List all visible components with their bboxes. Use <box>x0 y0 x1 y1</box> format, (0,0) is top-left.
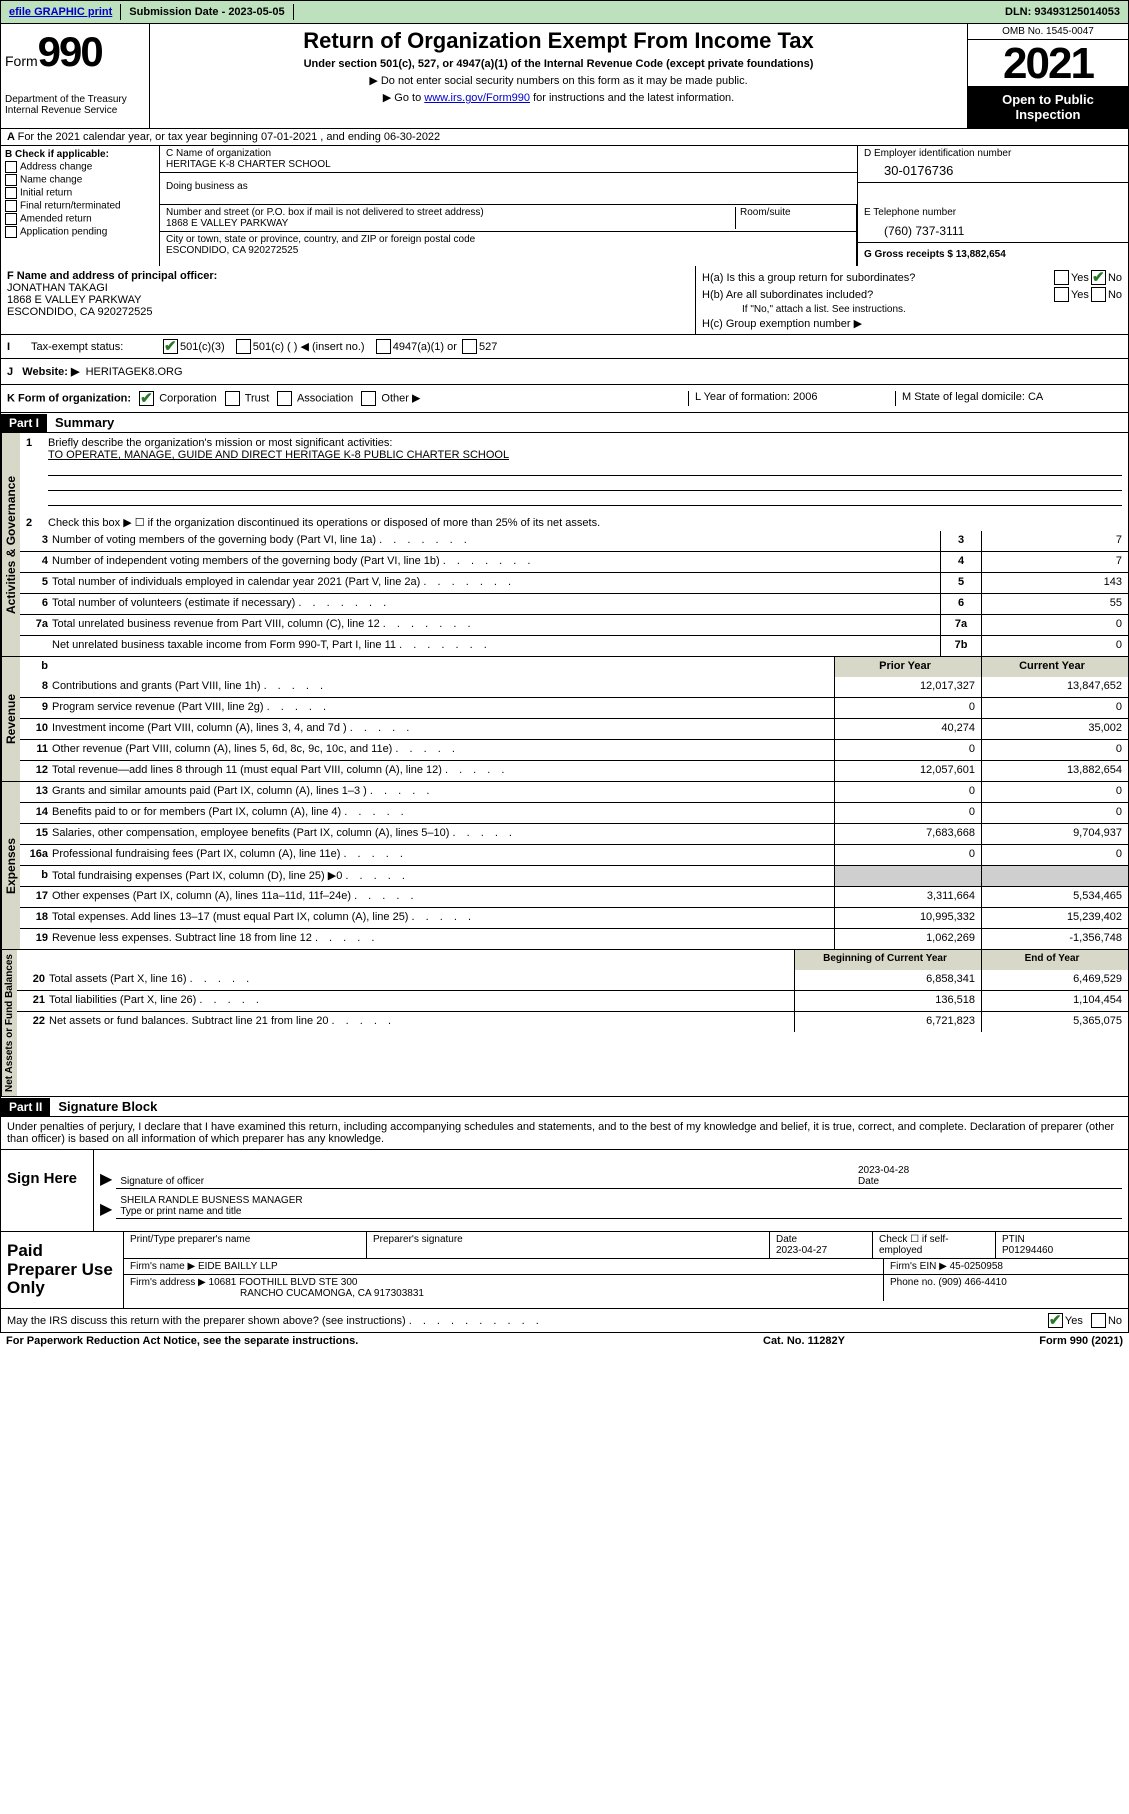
chk-amended[interactable] <box>5 213 17 225</box>
hdr-beginning-year: Beginning of Current Year <box>794 950 981 970</box>
firm-address: Firm's address ▶ 10681 FOOTHILL BLVD STE… <box>124 1275 884 1301</box>
officer-signature[interactable]: Signature of officer <box>116 1162 854 1189</box>
officer-name: SHEILA RANDLE BUSNESS MANAGER Type or pr… <box>116 1195 1122 1219</box>
col-b-checkboxes: B Check if applicable: Address change Na… <box>1 146 160 266</box>
org-name-cell: C Name of organization HERITAGE K-8 CHAR… <box>160 146 857 173</box>
chk-assoc[interactable] <box>277 391 292 406</box>
note-link: ▶ Go to www.irs.gov/Form990 for instruct… <box>158 91 959 104</box>
dept-label: Department of the Treasury Internal Reve… <box>5 94 145 116</box>
firm-phone: Phone no. (909) 466-4410 <box>884 1275 1128 1301</box>
omb-number: OMB No. 1545-0047 <box>968 24 1128 40</box>
chk-501c3[interactable] <box>163 339 178 354</box>
form-title: Return of Organization Exempt From Incom… <box>158 28 959 54</box>
chk-corp[interactable] <box>139 391 154 406</box>
sidelabel-expenses: Expenses <box>1 782 20 949</box>
row-a-taxyear: A For the 2021 calendar year, or tax yea… <box>0 129 1129 146</box>
sidelabel-governance: Activities & Governance <box>1 433 20 656</box>
chk-4947[interactable] <box>376 339 391 354</box>
note-ssn: ▶ Do not enter social security numbers o… <box>158 74 959 87</box>
ha-yes[interactable] <box>1054 270 1069 285</box>
row-k-form-org: K Form of organization: Corporation Trus… <box>7 391 688 406</box>
firm-name: Firm's name ▶ EIDE BAILLY LLP <box>124 1259 884 1274</box>
efile-link[interactable]: efile GRAPHIC print <box>1 4 121 20</box>
footer: For Paperwork Reduction Act Notice, see … <box>0 1333 1129 1349</box>
part1-title: Summary <box>47 413 122 432</box>
form-label: Form990 <box>5 28 145 76</box>
principal-officer: F Name and address of principal officer:… <box>1 266 696 334</box>
prep-self-employed: Check ☐ if self-employed <box>873 1232 996 1258</box>
group-return: H(a) Is this a group return for subordin… <box>696 266 1128 334</box>
may-discuss-row: May the IRS discuss this return with the… <box>0 1309 1129 1333</box>
ha-no[interactable] <box>1091 270 1106 285</box>
sidelabel-revenue: Revenue <box>1 657 20 781</box>
row-j-website: J Website: ▶ HERITAGEK8.ORG <box>0 359 1129 385</box>
dln: DLN: 93493125014053 <box>997 4 1128 20</box>
chk-final[interactable] <box>5 200 17 212</box>
submission-date: Submission Date - 2023-05-05 <box>121 4 293 20</box>
prep-date: Date2023-04-27 <box>770 1232 873 1258</box>
sig-declaration: Under penalties of perjury, I declare th… <box>1 1117 1128 1150</box>
chk-pending[interactable] <box>5 226 17 238</box>
chk-trust[interactable] <box>225 391 240 406</box>
section-governance: Activities & Governance 1Briefly describ… <box>0 433 1129 657</box>
street-cell: Number and street (or P.O. box if mail i… <box>166 207 735 229</box>
prep-ptin: PTINP01294460 <box>996 1232 1128 1258</box>
part1-label: Part I <box>1 414 47 432</box>
firm-ein: Firm's EIN ▶ 45-0250958 <box>884 1259 1128 1274</box>
part2-label: Part II <box>1 1098 50 1116</box>
sig-date: 2023-04-28 Date <box>854 1165 1122 1189</box>
open-inspection: Open to Public Inspection <box>968 86 1128 128</box>
dba-cell: Doing business as <box>160 173 857 205</box>
may-yes[interactable] <box>1048 1313 1063 1328</box>
year-formation: L Year of formation: 2006 <box>688 391 895 406</box>
phone-cell: E Telephone number (760) 737-3111 <box>858 205 1128 243</box>
hdr-prior-year: Prior Year <box>834 657 981 677</box>
hdr-current-year: Current Year <box>981 657 1128 677</box>
signature-block: Under penalties of perjury, I declare th… <box>0 1117 1129 1232</box>
preparer-label: Paid Preparer Use Only <box>1 1232 124 1308</box>
chk-name[interactable] <box>5 174 17 186</box>
prep-sig-hdr: Preparer's signature <box>367 1232 770 1258</box>
chk-initial[interactable] <box>5 187 17 199</box>
city-cell: City or town, state or province, country… <box>160 232 856 258</box>
ein-cell: D Employer identification number 30-0176… <box>858 146 1128 183</box>
gross-receipts: G Gross receipts $ 13,882,654 <box>858 243 1128 266</box>
tax-year: 2021 <box>968 40 1128 86</box>
prep-name-hdr: Print/Type preparer's name <box>124 1232 367 1258</box>
room-cell: Room/suite <box>735 207 850 229</box>
row-i-tax-status: I Tax-exempt status: 501(c)(3) 501(c) ( … <box>0 335 1129 359</box>
preparer-block: Paid Preparer Use Only Print/Type prepar… <box>0 1232 1129 1309</box>
chk-address[interactable] <box>5 161 17 173</box>
hb-no[interactable] <box>1091 287 1106 302</box>
chk-501c[interactable] <box>236 339 251 354</box>
part2-title: Signature Block <box>50 1097 165 1116</box>
hb-yes[interactable] <box>1054 287 1069 302</box>
state-domicile: M State of legal domicile: CA <box>895 391 1122 406</box>
sidelabel-netassets: Net Assets or Fund Balances <box>1 950 17 1096</box>
hdr-end-year: End of Year <box>981 950 1128 970</box>
chk-527[interactable] <box>462 339 477 354</box>
sign-here-label: Sign Here <box>1 1150 94 1231</box>
form-header: Form990 Department of the Treasury Inter… <box>0 24 1129 129</box>
form-subtitle: Under section 501(c), 527, or 4947(a)(1)… <box>158 58 959 70</box>
may-no[interactable] <box>1091 1313 1106 1328</box>
chk-other[interactable] <box>361 391 376 406</box>
irs-link[interactable]: www.irs.gov/Form990 <box>424 92 530 104</box>
topbar: efile GRAPHIC print Submission Date - 20… <box>0 0 1129 24</box>
